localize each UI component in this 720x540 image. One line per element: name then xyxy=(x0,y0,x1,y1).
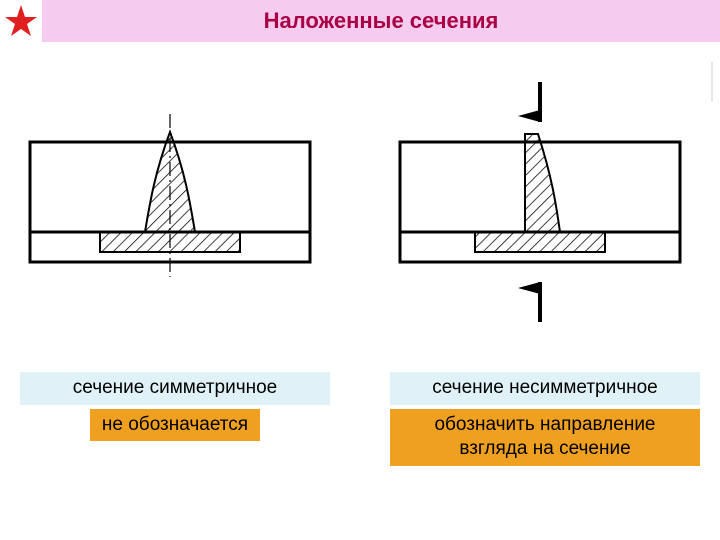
right-label-type: сечение несимметричное xyxy=(390,372,700,405)
header-bar: Наложенные сечения xyxy=(0,0,720,42)
left-label-note: не обозначается xyxy=(90,409,261,442)
left-figure xyxy=(30,114,310,277)
page-title: Наложенные сечения xyxy=(42,0,720,42)
view-arrow-bottom xyxy=(518,282,540,322)
right-label-note: обозначить направление взгляда на сечени… xyxy=(390,409,700,466)
star-icon xyxy=(0,0,42,42)
right-labels: сечение несимметричное обозначить направ… xyxy=(390,372,700,466)
left-label-type: сечение симметричное xyxy=(20,372,330,405)
right-figure xyxy=(400,82,680,322)
left-labels: сечение симметричное не обозначается xyxy=(20,372,330,441)
labels-area: сечение симметричное не обозначается сеч… xyxy=(0,372,720,466)
diagram-area xyxy=(0,42,720,372)
view-arrow-top xyxy=(518,82,540,122)
